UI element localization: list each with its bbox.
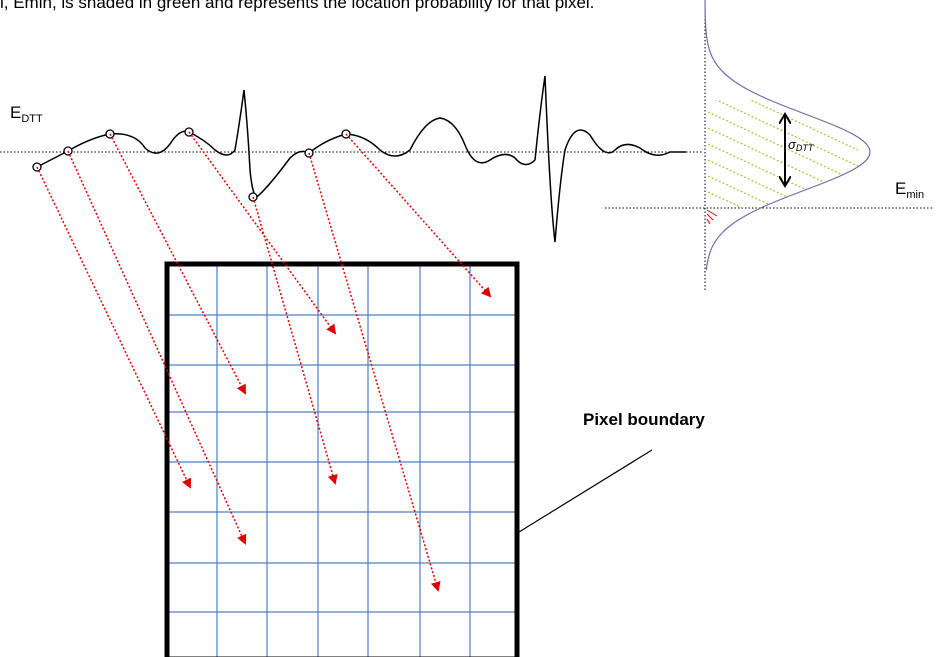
green-hatch xyxy=(707,143,859,208)
green-hatch xyxy=(707,191,859,208)
leader-line xyxy=(518,449,653,533)
waveform xyxy=(36,75,686,243)
gaussian-curve xyxy=(704,0,871,271)
green-hatch xyxy=(707,159,859,208)
edtt-label: EDTT xyxy=(10,103,43,125)
projection-arrow xyxy=(188,131,337,335)
projection-arrow xyxy=(109,133,246,395)
green-hatch xyxy=(707,175,859,208)
projection-arrow xyxy=(252,196,338,485)
green-hatch xyxy=(707,207,859,208)
projection-arrow xyxy=(36,166,192,489)
green-hatch xyxy=(707,111,859,183)
projection-arrow xyxy=(308,152,441,592)
emin-sub: min xyxy=(906,189,924,201)
green-hatch xyxy=(707,100,859,167)
sigma-label: σDTT xyxy=(788,137,815,153)
red-hatch xyxy=(706,218,711,225)
red-hatch xyxy=(706,209,718,217)
pixel-boundary xyxy=(164,261,520,657)
emin-label: Emin xyxy=(895,179,924,201)
green-hatch xyxy=(707,127,859,199)
pixel-boundary-label: Pixel boundary xyxy=(583,410,705,429)
edtt-main: E xyxy=(10,103,21,122)
green-hatch xyxy=(707,100,859,151)
caption: l, Emin, is shaded in green and represen… xyxy=(0,0,594,12)
emin-main: E xyxy=(895,179,906,198)
sigma-sub: DTT xyxy=(796,143,815,153)
projection-arrow xyxy=(67,150,247,545)
projection-arrow xyxy=(345,133,492,298)
red-hatch xyxy=(706,213,714,221)
edtt-sub: DTT xyxy=(21,113,43,125)
sigma-main: σ xyxy=(788,137,797,152)
